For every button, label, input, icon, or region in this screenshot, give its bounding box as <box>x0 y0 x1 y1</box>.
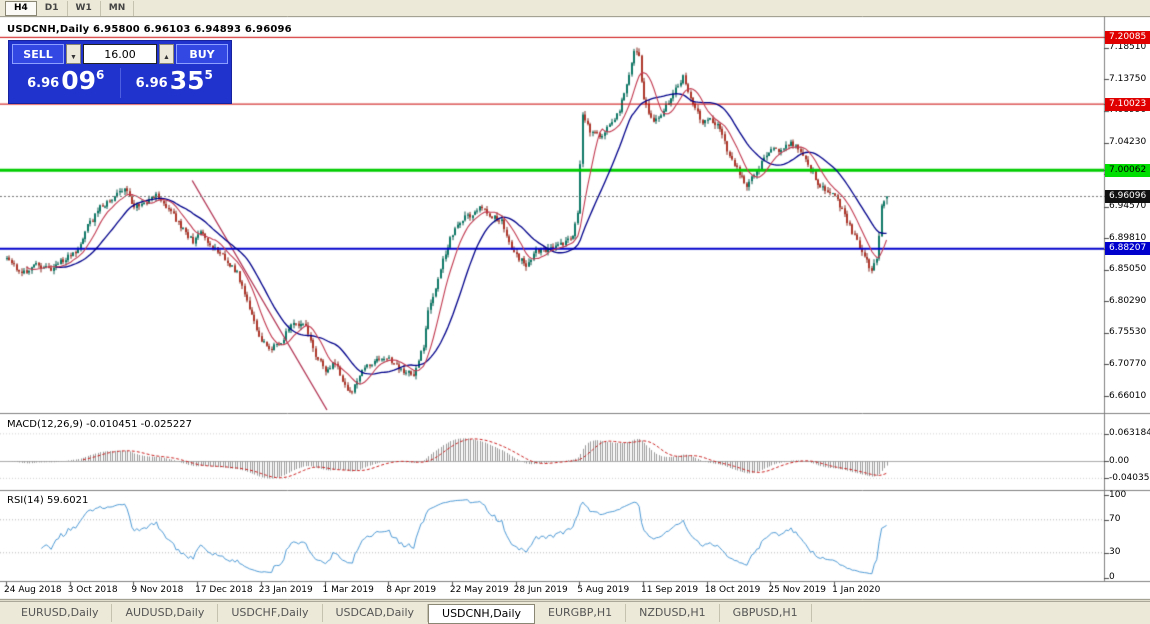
volume-decrease-button[interactable]: ▼ <box>66 44 81 64</box>
timeframe-button-w1[interactable]: W1 <box>68 0 101 16</box>
chart-ohlc-title: USDCNH,Daily 6.95800 6.96103 6.94893 6.9… <box>7 24 292 35</box>
triangle-down-icon: ▼ <box>70 53 77 61</box>
timeframe-button-d1[interactable]: D1 <box>37 0 68 16</box>
chart-tab-nzdusd-h1[interactable]: NZDUSD,H1 <box>626 604 720 622</box>
volume-input[interactable] <box>83 44 157 64</box>
rsi-title: RSI(14) 59.6021 <box>7 495 89 506</box>
chart-tab-audusd-daily[interactable]: AUDUSD,Daily <box>112 604 219 622</box>
buy-big-figure: 6.96 <box>135 76 168 91</box>
sell-big-figure: 6.96 <box>27 76 60 91</box>
sell-pipette: 6 <box>96 68 105 82</box>
buy-button[interactable]: BUY <box>176 44 228 64</box>
timeframe-button-h4[interactable]: H4 <box>5 0 37 16</box>
buy-pipette: 5 <box>204 68 213 82</box>
price-divider <box>119 68 121 98</box>
buy-pips: 35 <box>169 66 205 95</box>
sell-price-quote[interactable]: 6.96 09 6 <box>12 68 120 98</box>
buy-price-quote[interactable]: 6.96 35 5 <box>121 68 229 98</box>
sell-pips: 09 <box>61 66 96 95</box>
timeframe-toolbar: H4 D1 W1 MN <box>0 0 1150 16</box>
trade-prices-row: 6.96 09 6 6.96 35 5 <box>12 64 228 102</box>
sell-button[interactable]: SELL <box>12 44 64 64</box>
chart-tab-usdcnh-daily[interactable]: USDCNH,Daily <box>428 604 536 624</box>
timeframe-button-mn[interactable]: MN <box>101 0 135 16</box>
chart-tab-eurgbp-h1[interactable]: EURGBP,H1 <box>535 604 627 622</box>
chart-tab-usdcad-daily[interactable]: USDCAD,Daily <box>323 604 429 622</box>
volume-increase-button[interactable]: ▲ <box>159 44 174 64</box>
triangle-up-icon: ▲ <box>163 53 170 61</box>
chart-tabs-bar: EURUSD,Daily AUDUSD,Daily USDCHF,Daily USDC… <box>0 601 1150 624</box>
one-click-trading-panel: SELL ▼ ▲ BUY 6.96 09 6 6.96 35 5 <box>8 40 232 104</box>
macd-title: MACD(12,26,9) -0.010451 -0.025227 <box>7 419 192 430</box>
chart-tab-eurusd-daily[interactable]: EURUSD,Daily <box>8 604 113 622</box>
chart-tab-usdchf-daily[interactable]: USDCHF,Daily <box>218 604 323 622</box>
chart-tab-gbpusd-h1[interactable]: GBPUSD,H1 <box>720 604 812 622</box>
trade-controls-row: SELL ▼ ▲ BUY <box>12 44 228 64</box>
